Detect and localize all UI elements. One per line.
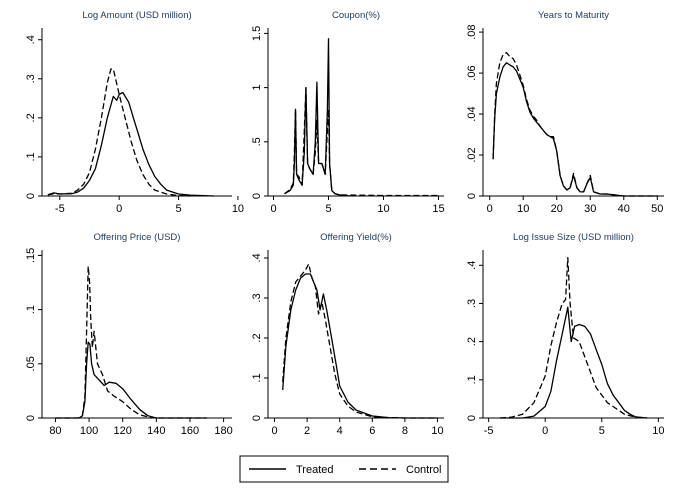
panel-5-series-control: [282, 263, 438, 419]
panel-5-xtick-label: 0: [271, 425, 277, 437]
panel-1-xtick-label: 0: [116, 203, 122, 215]
legend-label-treated: Treated: [296, 464, 334, 476]
panel-3-ytick-label: .06: [466, 65, 478, 80]
panel-5-ytick-label: .2: [251, 333, 263, 342]
panel-4-ytick-label: .1: [25, 305, 37, 314]
panel-4-xtick-label: 160: [181, 425, 199, 437]
panel-2-xtick-label: 10: [377, 203, 389, 215]
panel-4-title: Offering Price (USD): [94, 232, 181, 243]
panel-2-ytick-label: 1: [251, 85, 263, 91]
panel-6-title: Log Issue Size (USD million): [513, 232, 634, 243]
panel-3-ytick-label: .04: [466, 106, 478, 121]
panel-4-xtick-label: 180: [214, 425, 232, 437]
panel-5-xtick-label: 4: [337, 425, 343, 437]
panel-1-ytick-label: .4: [25, 35, 37, 44]
panel-3-xtick-label: 30: [584, 203, 596, 215]
panel-2-title: Coupon(%): [332, 10, 380, 21]
panel-4-ytick-label: .15: [25, 248, 37, 263]
panel-4-series-control: [55, 265, 207, 419]
panel-6-series-control: [499, 256, 648, 419]
panel-5-ytick-label: 0: [251, 415, 263, 421]
panel-3-series-treated: [492, 62, 658, 197]
panel-1-series-control: [47, 68, 191, 197]
panel-6-ytick-label: .2: [466, 337, 478, 346]
panel-6-xtick-label: 0: [542, 425, 548, 437]
panel-1-ytick-label: .3: [25, 74, 37, 83]
panel-4-xtick-label: 100: [80, 425, 98, 437]
panel-1-title: Log Amount (USD million): [82, 10, 191, 21]
panel-4-xtick-label: 80: [49, 425, 61, 437]
panel-3-xtick-label: 50: [651, 203, 663, 215]
panel-2-ytick-label: .5: [251, 137, 263, 146]
panel-1-ytick-label: 0: [25, 193, 37, 199]
panel-3-ytick-label: 0: [466, 193, 478, 199]
panel-5: Offering Yield(%) 0 2 4 6 8 10 0 .1 .2 .3 .4: [251, 232, 444, 437]
panel-4-xtick-label: 140: [147, 425, 165, 437]
panel-3-xtick-label: 40: [618, 203, 630, 215]
panel-1: Log Amount (USD million) -5 0 5 10 0 .1 .2 .3 .4: [25, 10, 244, 215]
panel-4-series-treated: [55, 341, 207, 419]
panel-1-ytick-label: .1: [25, 152, 37, 161]
panel-5-series-treated: [282, 273, 438, 419]
legend-label-control: Control: [406, 464, 441, 476]
panel-4-ytick-label: 0: [25, 415, 37, 421]
panel-3-series-control: [492, 51, 658, 197]
panel-6-ytick-label: .3: [466, 299, 478, 308]
panel-6-series-treated: [500, 306, 648, 419]
panel-4-ytick-label: .05: [25, 356, 37, 371]
panel-1-xtick-label: -5: [55, 203, 65, 215]
panel-2-series-control: [284, 86, 439, 197]
panel-3-xtick-label: 0: [487, 203, 493, 215]
panel-3: Years to Maturity 0 10 20 30 40 50 0 .02 .04 .06 .0…: [466, 10, 664, 215]
panel-2-ytick-label: 0: [251, 193, 263, 199]
panel-3-ytick-label: .02: [466, 147, 478, 162]
panel-6-xtick-label: 10: [652, 425, 664, 437]
panel-6-ytick-label: .4: [466, 261, 478, 270]
panel-5-xtick-label: 2: [304, 425, 310, 437]
panel-2: Coupon(%) 0 5 10 15 0 .5 1 1.5: [251, 10, 445, 215]
panel-5-title: Offering Yield(%): [320, 232, 392, 243]
panel-3-title: Years to Maturity: [538, 10, 609, 21]
panel-6-ytick-label: 0: [466, 415, 478, 421]
panel-4-xtick-label: 120: [114, 425, 132, 437]
panel-6: Log Issue Size (USD million) -5 0 5 10 0 .1 .2.…: [466, 232, 664, 437]
legend: Treated Control: [239, 455, 449, 483]
panel-2-xtick-label: 5: [325, 203, 331, 215]
panel-1-series-treated: [47, 91, 215, 197]
panel-2-series-treated: [284, 38, 351, 197]
panel-5-xtick-label: 8: [402, 425, 408, 437]
panel-1-ytick-label: .2: [25, 113, 37, 122]
panel-1-xtick-label: 5: [176, 203, 182, 215]
panel-5-xtick-label: 6: [369, 425, 375, 437]
panel-6-xtick-label: 5: [599, 425, 605, 437]
panel-5-xtick-label: 10: [431, 425, 443, 437]
panel-5-ytick-label: .4: [251, 253, 263, 262]
panel-5-ytick-label: .3: [251, 293, 263, 302]
panel-4: Offering Price (USD) 80 100 120 140 160 180 0 .0…: [25, 232, 233, 437]
panel-6-xtick-label: -5: [484, 425, 494, 437]
panel-3-ytick-label: .08: [466, 24, 478, 39]
panel-1-xtick-label: 10: [232, 203, 244, 215]
panel-2-xtick-label: 15: [432, 203, 444, 215]
panel-6-ytick-label: .1: [466, 375, 478, 384]
panel-3-xtick-label: 10: [517, 203, 529, 215]
panel-2-ytick-label: 1.5: [251, 26, 263, 41]
panel-5-ytick-label: .1: [251, 373, 263, 382]
panel-2-xtick-label: 0: [270, 203, 276, 215]
panel-3-xtick-label: 20: [551, 203, 563, 215]
